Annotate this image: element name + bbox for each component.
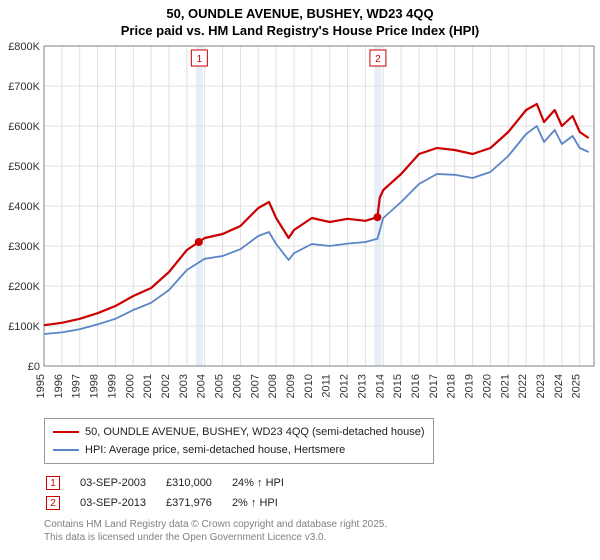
marker-price: £310,000 bbox=[166, 474, 230, 492]
footer: Contains HM Land Registry data © Crown c… bbox=[44, 518, 600, 544]
svg-text:2000: 2000 bbox=[124, 374, 136, 398]
svg-text:2: 2 bbox=[375, 54, 381, 65]
svg-text:£600K: £600K bbox=[8, 121, 40, 133]
svg-text:£200K: £200K bbox=[8, 281, 40, 293]
svg-text:2014: 2014 bbox=[374, 374, 386, 398]
svg-text:2012: 2012 bbox=[339, 374, 351, 398]
marker-chip: 2 bbox=[46, 496, 60, 510]
title-line-2: Price paid vs. HM Land Registry's House … bbox=[0, 23, 600, 40]
svg-text:2009: 2009 bbox=[285, 374, 297, 398]
marker-date: 03-SEP-2013 bbox=[80, 494, 164, 512]
marker-date: 03-SEP-2003 bbox=[80, 474, 164, 492]
svg-text:2022: 2022 bbox=[517, 374, 529, 398]
svg-text:2004: 2004 bbox=[196, 374, 208, 398]
svg-text:2010: 2010 bbox=[303, 374, 315, 398]
svg-text:2011: 2011 bbox=[321, 374, 333, 398]
markers-table: 1 03-SEP-2003 £310,000 24% ↑ HPI 2 03-SE… bbox=[44, 472, 304, 514]
svg-text:2013: 2013 bbox=[356, 374, 368, 398]
svg-text:2016: 2016 bbox=[410, 374, 422, 398]
svg-text:£300K: £300K bbox=[8, 241, 40, 253]
svg-text:£100K: £100K bbox=[8, 321, 40, 333]
svg-text:2018: 2018 bbox=[446, 374, 458, 398]
title-line-1: 50, OUNDLE AVENUE, BUSHEY, WD23 4QQ bbox=[0, 6, 600, 23]
svg-text:1998: 1998 bbox=[89, 374, 101, 398]
svg-text:2025: 2025 bbox=[571, 374, 583, 398]
svg-text:1995: 1995 bbox=[35, 374, 47, 398]
svg-text:1999: 1999 bbox=[106, 374, 118, 398]
legend-swatch bbox=[53, 449, 79, 451]
svg-text:2023: 2023 bbox=[535, 374, 547, 398]
svg-text:2001: 2001 bbox=[142, 374, 154, 398]
table-row: 2 03-SEP-2013 £371,976 2% ↑ HPI bbox=[46, 494, 302, 512]
svg-text:£800K: £800K bbox=[8, 42, 40, 53]
footer-line-2: This data is licensed under the Open Gov… bbox=[44, 531, 600, 544]
svg-text:2019: 2019 bbox=[464, 374, 476, 398]
marker-chip: 1 bbox=[46, 476, 60, 490]
marker-price: £371,976 bbox=[166, 494, 230, 512]
legend: 50, OUNDLE AVENUE, BUSHEY, WD23 4QQ (sem… bbox=[44, 418, 434, 464]
svg-text:2003: 2003 bbox=[178, 374, 190, 398]
svg-text:£400K: £400K bbox=[8, 201, 40, 213]
chart-title-block: 50, OUNDLE AVENUE, BUSHEY, WD23 4QQ Pric… bbox=[0, 0, 600, 42]
svg-text:2007: 2007 bbox=[249, 374, 261, 398]
svg-text:2005: 2005 bbox=[214, 374, 226, 398]
svg-text:2008: 2008 bbox=[267, 374, 279, 398]
svg-text:2017: 2017 bbox=[428, 374, 440, 398]
svg-text:1996: 1996 bbox=[53, 374, 65, 398]
footer-line-1: Contains HM Land Registry data © Crown c… bbox=[44, 518, 600, 531]
svg-text:2024: 2024 bbox=[553, 374, 565, 398]
svg-text:£0: £0 bbox=[28, 361, 40, 373]
table-row: 1 03-SEP-2003 £310,000 24% ↑ HPI bbox=[46, 474, 302, 492]
svg-text:2015: 2015 bbox=[392, 374, 404, 398]
legend-item: 50, OUNDLE AVENUE, BUSHEY, WD23 4QQ (sem… bbox=[53, 423, 425, 441]
svg-text:2020: 2020 bbox=[481, 374, 493, 398]
legend-swatch bbox=[53, 431, 79, 434]
legend-item: HPI: Average price, semi-detached house,… bbox=[53, 441, 425, 459]
marker-delta: 2% ↑ HPI bbox=[232, 494, 302, 512]
legend-label: 50, OUNDLE AVENUE, BUSHEY, WD23 4QQ (sem… bbox=[85, 426, 425, 438]
svg-text:£700K: £700K bbox=[8, 81, 40, 93]
marker-delta: 24% ↑ HPI bbox=[232, 474, 302, 492]
svg-text:1997: 1997 bbox=[71, 374, 83, 398]
svg-text:2002: 2002 bbox=[160, 374, 172, 398]
line-chart: £0 £100K £200K £300K £400K £500K £600K £700K £80… bbox=[0, 42, 600, 412]
svg-text:£500K: £500K bbox=[8, 161, 40, 173]
svg-text:1: 1 bbox=[197, 54, 203, 65]
svg-text:2006: 2006 bbox=[231, 374, 243, 398]
svg-text:2021: 2021 bbox=[499, 374, 511, 398]
legend-label: HPI: Average price, semi-detached house,… bbox=[85, 444, 345, 456]
